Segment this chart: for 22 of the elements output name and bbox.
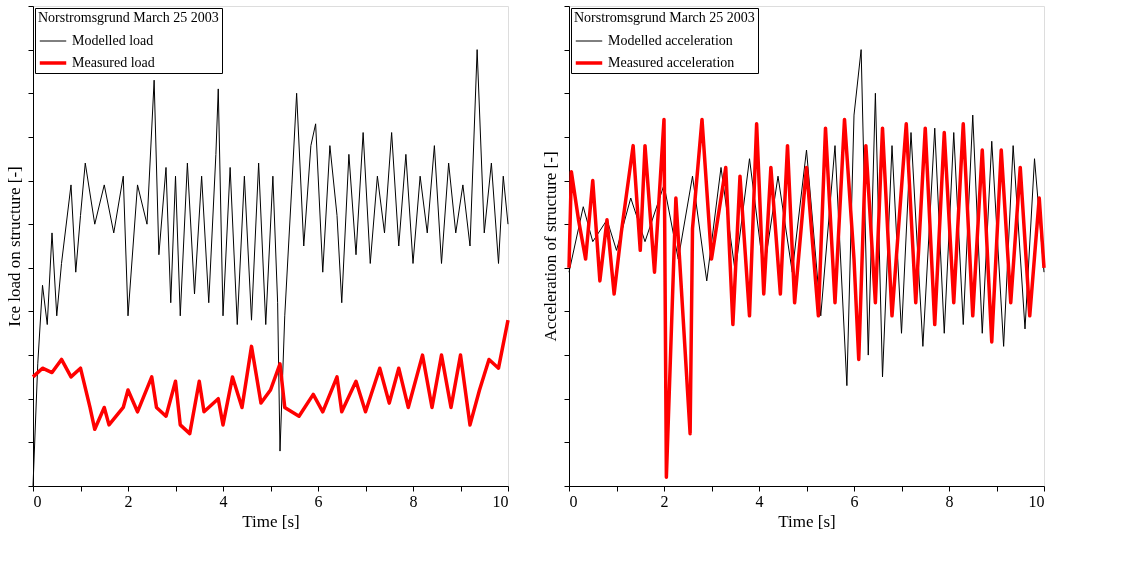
x-tick-label: 8 (945, 492, 954, 510)
x-axis-title: Time [s] (242, 511, 300, 531)
legend-title: Norstromsgrund March 25 2003 (38, 10, 219, 25)
legend-label: Modelled load (72, 33, 154, 48)
x-tick-label: 6 (314, 492, 323, 510)
legend-label: Modelled acceleration (608, 33, 733, 48)
x-tick-label: 2 (124, 492, 133, 510)
legend-title: Norstromsgrund March 25 2003 (574, 10, 755, 25)
x-tick-label: 0 (33, 492, 42, 510)
x-tick-label: 6 (850, 492, 859, 510)
x-tick-label: 10 (1028, 492, 1045, 510)
x-tick-label: 10 (492, 492, 509, 510)
y-axis-title: Acceleration of structure [-] (541, 151, 560, 342)
x-axis-title: Time [s] (778, 511, 836, 531)
x-tick-label: 0 (569, 492, 578, 510)
legend-label: Measured acceleration (608, 55, 735, 70)
y-axis-title: Ice load on structure [-] (5, 166, 24, 327)
x-tick-label: 8 (409, 492, 418, 510)
legend-label: Measured load (72, 55, 155, 70)
x-tick-label: 2 (660, 492, 669, 510)
x-tick-label: 4 (755, 492, 764, 510)
x-tick-label: 4 (219, 492, 228, 510)
